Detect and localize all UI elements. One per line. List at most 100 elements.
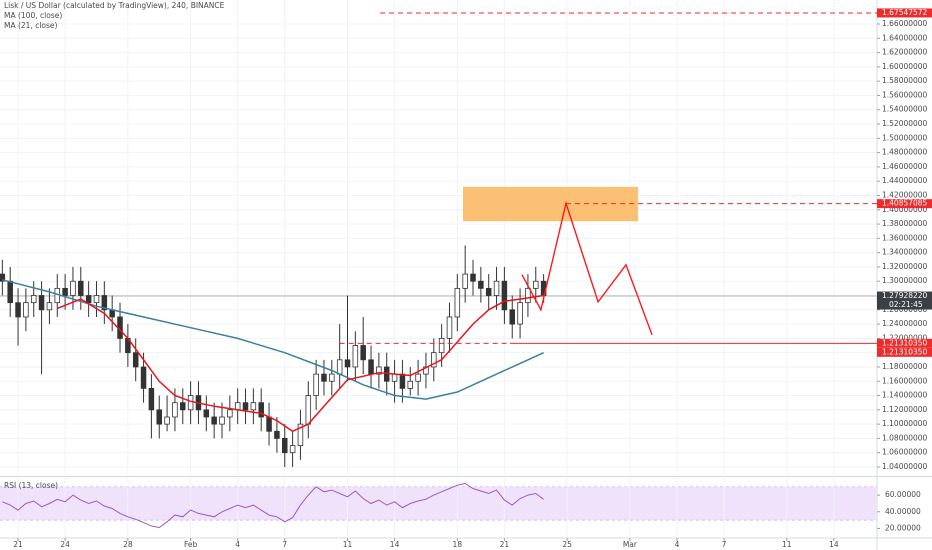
price-pane	[0, 0, 877, 475]
candle-body	[234, 402, 241, 411]
x-tick-label: 7	[282, 540, 287, 549]
projection-line	[521, 200, 653, 336]
candle-body	[399, 373, 406, 389]
last-price-tag	[877, 291, 932, 310]
moving-average	[57, 294, 544, 433]
y-tick-label: 1.64000000	[882, 33, 928, 42]
y-tick-label: 1.48000000	[882, 148, 928, 157]
x-tick-label: 14	[390, 540, 400, 549]
pane-title: RSI (13, close)	[4, 481, 58, 490]
x-tick-label: 25	[562, 540, 572, 549]
y-tick-label: 1.36000000	[882, 233, 928, 242]
candle-body	[305, 395, 312, 425]
price-level-tag	[877, 338, 932, 348]
y-tick-label: 1.34000000	[882, 248, 928, 257]
candle-body	[70, 280, 76, 296]
x-tick-label: 21	[500, 540, 510, 549]
x-tick-label: 4	[235, 540, 240, 549]
candle-body	[46, 302, 53, 311]
candle-body	[391, 373, 398, 382]
candle-body	[274, 430, 280, 439]
candle-body	[313, 373, 319, 396]
y-tick-label: 1.54000000	[882, 105, 928, 114]
y-tick-label: 40.00000	[885, 507, 921, 516]
candle-body	[281, 438, 288, 454]
y-tick-label: 1.10000000	[882, 419, 928, 428]
candle-body	[250, 402, 257, 411]
candle-body	[344, 359, 351, 368]
target-zone	[462, 186, 639, 222]
candle-body	[352, 345, 359, 368]
candle-body	[140, 366, 147, 389]
x-tick-label: 11	[782, 540, 792, 549]
candle-body	[7, 280, 13, 304]
x-tick-label: 28	[123, 540, 133, 549]
x-tick-label: 18	[453, 540, 463, 549]
candle-body	[462, 273, 468, 289]
candle-body	[533, 280, 539, 289]
y-tick-label: 1.50000000	[882, 133, 928, 142]
y-tick-label: 1.58000000	[882, 76, 928, 85]
legend-entry: MA (21, close)	[4, 21, 58, 30]
y-tick-label: 1.52000000	[882, 119, 928, 128]
y-tick-label: 1.44000000	[882, 176, 928, 185]
price-level-tag	[877, 199, 932, 209]
y-tick-label: 1.60000000	[882, 62, 928, 71]
x-tick-label: 14	[829, 540, 839, 549]
candle-body	[431, 352, 437, 368]
y-tick-label: 1.30000000	[882, 276, 928, 285]
y-tick-label: 60.00000	[885, 490, 921, 499]
y-tick-label: 1.32000000	[882, 262, 928, 271]
candle-body	[148, 388, 155, 411]
price-level-label: 1.21310350	[882, 347, 928, 356]
candle-body	[132, 352, 139, 368]
candle-body	[227, 409, 233, 418]
rsi-line	[2, 482, 544, 529]
candle-body	[478, 280, 484, 289]
candle-body	[219, 416, 225, 425]
y-tick-label: 1.06000000	[882, 448, 928, 457]
candle-body	[525, 287, 531, 304]
candle-body	[470, 273, 476, 282]
candle-body	[321, 373, 327, 382]
candle-body	[438, 337, 445, 354]
moving-average	[2, 279, 544, 400]
candle-body	[368, 359, 374, 375]
candle-body	[517, 302, 523, 325]
y-tick-label: 1.62000000	[882, 48, 928, 57]
legend-entry: MA (100, close)	[4, 11, 62, 20]
y-tick-label: 1.42000000	[882, 190, 928, 199]
candle-body	[0, 273, 6, 282]
y-tick-label: 1.24000000	[882, 319, 928, 328]
candle-body	[509, 309, 515, 325]
price-level-label: 1.21310350	[882, 338, 928, 347]
candle-body	[85, 295, 92, 304]
candle-body	[101, 295, 108, 311]
candle-body	[203, 409, 210, 418]
candle-body	[30, 295, 37, 304]
candle-body	[258, 402, 264, 418]
candle-body	[266, 416, 272, 432]
candle-body	[78, 280, 84, 296]
y-tick-label: 1.04000000	[882, 462, 928, 471]
y-tick-label: 1.18000000	[882, 362, 928, 371]
candle-body	[336, 359, 343, 375]
candle-body	[454, 287, 461, 318]
price-level-tag	[877, 347, 932, 357]
candle-body	[242, 402, 249, 411]
x-tick-label: 4	[675, 540, 680, 549]
candle-body	[211, 416, 217, 425]
candle-body	[172, 402, 178, 418]
candle-body	[38, 295, 45, 311]
y-tick-label: 1.56000000	[882, 90, 928, 99]
candle-body	[156, 409, 162, 425]
price-level-label: 1.67547572	[882, 8, 928, 17]
x-tick-label: 11	[343, 540, 353, 549]
y-tick-label: 1.22000000	[882, 333, 928, 342]
y-tick-label: 1.38000000	[882, 219, 928, 228]
candle-body	[493, 280, 500, 296]
x-tick-label: Mar	[623, 540, 638, 549]
candle-body	[164, 416, 170, 425]
